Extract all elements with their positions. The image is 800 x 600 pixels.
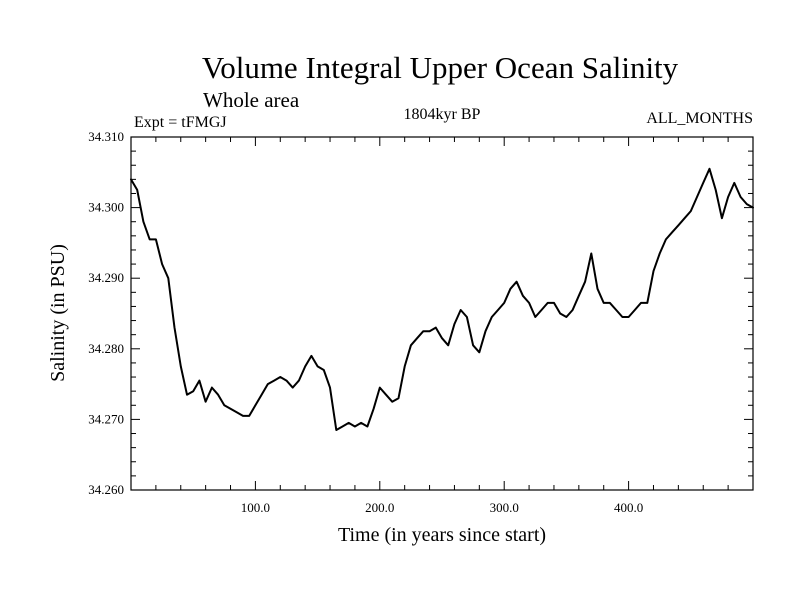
x-axis-ticks: 100.0 200.0 300.0 400.0 — [155, 137, 729, 515]
y-axis-ticks: 34.260 34.270 34.280 34.290 34.300 34.310 — [88, 129, 753, 497]
y-tick-label: 34.290 — [88, 270, 124, 285]
months-label: ALL_MONTHS — [646, 110, 753, 127]
y-tick-label: 34.260 — [88, 482, 124, 497]
x-tick-label: 100.0 — [241, 500, 270, 515]
x-tick-label: 400.0 — [614, 500, 643, 515]
y-axis-label: Salinity (in PSU) — [47, 244, 69, 382]
experiment-label: Expt = tFMGJ — [134, 114, 227, 131]
y-tick-label: 34.310 — [88, 129, 124, 144]
y-tick-label: 34.300 — [88, 200, 124, 215]
x-tick-label: 300.0 — [490, 500, 519, 515]
plot-frame — [130, 136, 754, 491]
chart-title: Volume Integral Upper Ocean Salinity — [202, 50, 679, 85]
y-tick-label: 34.270 — [88, 411, 124, 426]
x-axis-label: Time (in years since start) — [338, 524, 546, 546]
y-tick-label: 34.280 — [88, 341, 124, 356]
x-tick-label: 200.0 — [365, 500, 394, 515]
chart-subtitle: Whole area — [203, 88, 300, 112]
salinity-series-line — [130, 167, 754, 431]
period-label: 1804kyr BP — [404, 106, 481, 123]
